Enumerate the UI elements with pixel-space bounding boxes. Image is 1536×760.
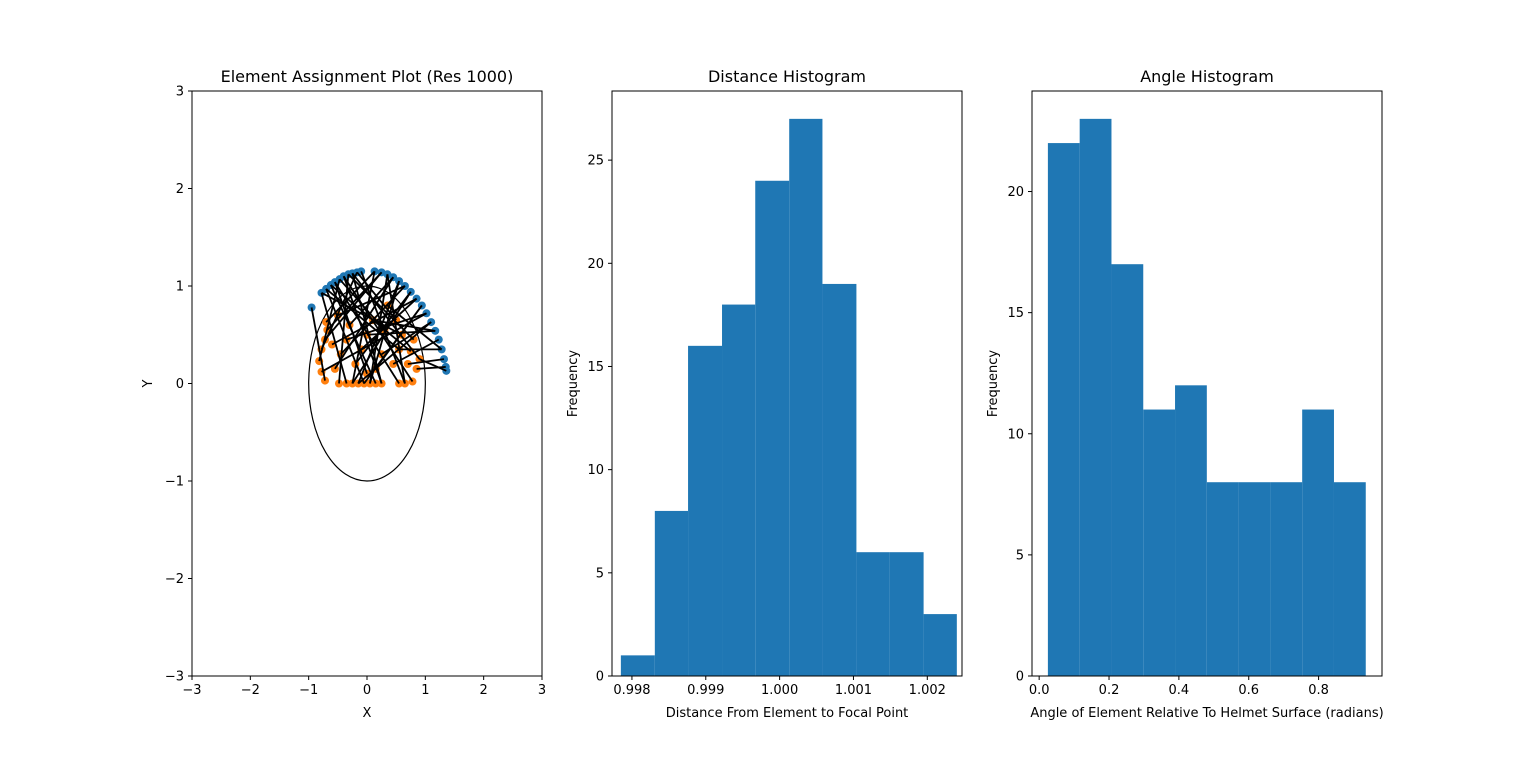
distance-histogram-bar <box>789 118 823 677</box>
distance-histogram-y-tick-label: 0 <box>596 670 604 685</box>
assignment-plot-panel: −3 −2 −1 0 1 2 3 −3 −2 −1 0 1 2 3 Element Assignment … <box>141 67 546 721</box>
assignment-plot-x-tick-label: −3 <box>182 683 201 698</box>
assignment-plot-y-tick-label: 3 <box>176 85 184 100</box>
assignment-plot-x-tick-label: 2 <box>480 683 488 698</box>
distance-histogram-bar <box>688 345 723 676</box>
assignment-plot-y-tick-label: 2 <box>176 182 184 197</box>
distance-histogram-y-tick-label: 15 <box>587 360 604 375</box>
distance-histogram-bar <box>755 180 790 676</box>
distance-histogram-y-tick-label: 20 <box>587 257 604 272</box>
assignment-plot-x-tick-label: 1 <box>421 683 429 698</box>
assignment-line <box>325 288 400 351</box>
assignment-plot-y-tick-label: −3 <box>165 670 184 685</box>
angle-histogram-y-tick-label: 5 <box>1016 548 1024 563</box>
angle-histogram-y-tick-label: 10 <box>1007 427 1024 442</box>
assignment-line <box>351 272 421 360</box>
distance-histogram-x-axis-label: Distance From Element to Focal Point <box>666 706 909 721</box>
distance-histogram-y-tick-label: 10 <box>587 463 604 478</box>
distance-histogram-bar <box>856 552 890 676</box>
assignment-plot-x-tick-label: −2 <box>241 683 260 698</box>
angle-histogram-bar <box>1302 409 1334 676</box>
angle-histogram-x-tick-label: 0.0 <box>1029 683 1050 698</box>
distance-histogram-y-tick-label: 25 <box>587 154 604 169</box>
distance-histogram-x-tick-label: 1.000 <box>761 683 798 698</box>
distance-histogram-panel: 0.998 0.999 1.000 1.001 1.002 0 5 10 15 20 25 Dist… <box>566 67 963 721</box>
assignment-plot-ticks: −3 −2 −1 0 1 2 3 −3 −2 −1 0 1 2 3 <box>165 85 546 699</box>
angle-histogram-bar <box>1270 482 1303 676</box>
assignment-line <box>310 307 326 381</box>
assignment-plot-frame <box>191 90 543 677</box>
angle-histogram-y-tick-label: 0 <box>1016 670 1024 685</box>
distance-histogram-x-tick-label: 1.001 <box>835 683 872 698</box>
distance-histogram-y-axis-label: Frequency <box>566 350 581 417</box>
angle-histogram-bar <box>1079 118 1112 677</box>
assignment-line <box>360 298 418 351</box>
assignment-line <box>351 291 412 384</box>
distance-histogram-x-tick-label: 0.999 <box>687 683 724 698</box>
assignment-plot-y-tick-label: 0 <box>176 377 184 392</box>
assignment-plot-x-tick-label: −1 <box>299 683 318 698</box>
distance-histogram-bar <box>722 304 756 676</box>
angle-histogram-bar <box>1143 409 1176 676</box>
angle-histogram-bar <box>1111 264 1144 676</box>
distance-histogram-ticks: 0.998 0.999 1.000 1.001 1.002 0 5 10 15 20 25 <box>587 154 945 698</box>
assignment-plot-y-axis-label: Y <box>141 379 156 388</box>
angle-histogram-bar <box>1206 482 1239 676</box>
angle-histogram-bar <box>1175 385 1207 676</box>
assignment-line <box>334 281 368 375</box>
angle-histogram-x-tick-label: 0.6 <box>1238 683 1259 698</box>
distance-histogram-bars <box>620 118 957 677</box>
assignment-line <box>357 321 432 385</box>
assignment-plot-y-tick-label: 1 <box>176 280 184 295</box>
assignment-plot-x-tick-label: 3 <box>538 683 546 698</box>
angle-histogram-bar <box>1333 482 1366 676</box>
assignment-line <box>337 285 406 317</box>
distance-histogram-y-tick-label: 5 <box>596 566 604 581</box>
assignment-line <box>419 358 447 372</box>
angle-histogram-y-tick-label: 15 <box>1007 306 1024 321</box>
assignment-plot-x-tick-label: 0 <box>363 683 371 698</box>
assignment-plot-y-tick-label: −2 <box>165 572 184 587</box>
angle-histogram-y-axis-label: Frequency <box>986 350 1001 417</box>
distance-histogram-x-tick-label: 0.998 <box>613 683 650 698</box>
distance-histogram-bar <box>620 655 655 676</box>
angle-histogram-y-tick-label: 20 <box>1007 185 1024 200</box>
angle-histogram-ticks: 0.0 0.2 0.4 0.6 0.8 0 5 10 15 20 <box>1007 185 1328 698</box>
assignment-plot-y-tick-label: −1 <box>165 475 184 490</box>
assignment-line <box>320 292 348 384</box>
assignment-line <box>416 366 446 370</box>
angle-histogram-frame <box>1031 90 1383 677</box>
angle-histogram-x-tick-label: 0.4 <box>1169 683 1190 698</box>
angle-histogram-title: Angle Histogram <box>1140 67 1274 86</box>
angle-histogram-bar <box>1238 482 1271 676</box>
assignment-line <box>338 274 350 384</box>
angle-histogram-x-tick-label: 0.2 <box>1099 683 1120 698</box>
distance-histogram-bar <box>923 614 957 676</box>
angle-histogram-bars <box>1047 118 1366 677</box>
distance-histogram-bar <box>654 510 689 676</box>
angle-histogram-x-axis-label: Angle of Element Relative To Helmet Surf… <box>1030 706 1383 721</box>
assignment-line <box>326 271 383 331</box>
assignment-line <box>372 319 436 332</box>
angle-histogram-x-tick-label: 0.8 <box>1308 683 1329 698</box>
angle-histogram-bar <box>1047 143 1080 676</box>
assignment-line <box>334 276 395 370</box>
distance-histogram-title: Distance Histogram <box>708 67 866 86</box>
distance-histogram-bar <box>822 283 857 676</box>
assignment-line <box>347 273 415 341</box>
assignment-plot-x-axis-label: X <box>363 706 372 721</box>
distance-histogram-x-tick-label: 1.002 <box>909 683 946 698</box>
assignment-plot-marks <box>307 267 451 482</box>
assignment-plot-title: Element Assignment Plot (Res 1000) <box>221 67 514 86</box>
distance-histogram-frame <box>611 90 963 677</box>
distance-histogram-bar <box>889 552 924 676</box>
